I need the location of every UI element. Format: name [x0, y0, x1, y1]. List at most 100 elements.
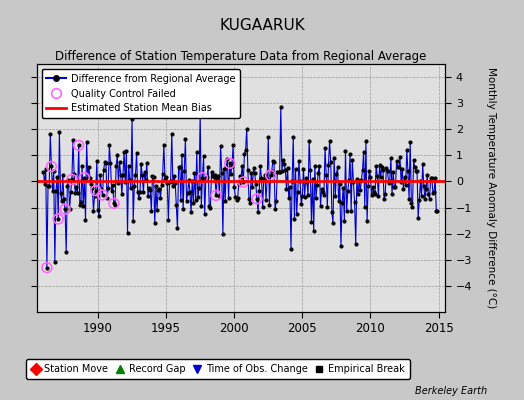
Point — [94, 207, 102, 213]
Point — [153, 206, 161, 213]
Point — [276, 169, 284, 176]
Point — [252, 180, 260, 187]
Point — [384, 168, 392, 174]
Point — [351, 199, 359, 205]
Point — [211, 172, 219, 178]
Point — [321, 145, 329, 151]
Point — [283, 164, 292, 171]
Point — [388, 191, 396, 198]
Point — [118, 191, 126, 198]
Point — [255, 188, 264, 194]
Point — [141, 177, 150, 183]
Point — [204, 164, 212, 170]
Point — [263, 176, 271, 182]
Point — [280, 160, 288, 167]
Point — [196, 110, 204, 117]
Point — [373, 172, 381, 179]
Point — [125, 162, 133, 169]
Point — [110, 200, 118, 207]
Point — [130, 183, 138, 189]
Point — [155, 186, 163, 192]
Point — [344, 188, 352, 194]
Point — [407, 199, 416, 206]
Point — [107, 188, 116, 194]
Point — [219, 230, 227, 237]
Point — [330, 154, 339, 161]
Point — [183, 190, 192, 196]
Text: KUGAARUK: KUGAARUK — [219, 18, 305, 33]
Point — [64, 177, 73, 184]
Point — [392, 158, 401, 164]
Y-axis label: Monthly Temperature Anomaly Difference (°C): Monthly Temperature Anomaly Difference (… — [486, 67, 496, 309]
Point — [152, 183, 160, 190]
Point — [97, 186, 106, 192]
Point — [275, 169, 283, 176]
Point — [374, 193, 383, 200]
Point — [115, 159, 124, 165]
Point — [114, 180, 123, 186]
Point — [138, 172, 147, 179]
Point — [324, 161, 333, 168]
Point — [86, 175, 94, 182]
Point — [409, 157, 418, 164]
Point — [262, 196, 270, 203]
Point — [133, 150, 141, 156]
Point — [253, 196, 261, 202]
Point — [375, 162, 384, 168]
Point — [206, 205, 215, 211]
Point — [278, 168, 286, 174]
Point — [302, 175, 310, 182]
Point — [379, 167, 387, 174]
Point — [367, 192, 376, 198]
Point — [210, 174, 218, 180]
Point — [419, 161, 427, 167]
Point — [220, 166, 228, 172]
Point — [345, 177, 353, 183]
Point — [105, 142, 114, 148]
Point — [356, 187, 365, 194]
Point — [77, 199, 85, 206]
Point — [57, 189, 65, 196]
Point — [389, 169, 397, 175]
Point — [119, 172, 127, 178]
Point — [415, 197, 423, 204]
Point — [357, 177, 366, 184]
Point — [359, 148, 368, 155]
Point — [282, 185, 291, 192]
Point — [416, 178, 424, 185]
Point — [405, 196, 413, 202]
Point — [343, 208, 351, 214]
Point — [266, 172, 275, 178]
Point — [208, 169, 216, 175]
Point — [355, 178, 363, 184]
Point — [179, 206, 188, 213]
Point — [177, 197, 185, 203]
Point — [144, 192, 152, 199]
Point — [353, 176, 361, 182]
Point — [87, 181, 95, 187]
Point — [297, 200, 305, 207]
Point — [47, 163, 56, 170]
Point — [231, 194, 239, 200]
Point — [246, 200, 254, 206]
Point — [58, 198, 66, 204]
Point — [242, 147, 250, 153]
Point — [110, 200, 118, 207]
Point — [307, 219, 315, 225]
Point — [310, 228, 318, 234]
Point — [191, 197, 200, 203]
Point — [136, 188, 144, 195]
Point — [396, 154, 404, 160]
Point — [173, 225, 182, 232]
Point — [47, 163, 56, 170]
Point — [229, 142, 237, 148]
Point — [190, 170, 199, 176]
Point — [143, 160, 151, 166]
Point — [427, 175, 435, 181]
Point — [181, 136, 190, 142]
Point — [430, 189, 438, 195]
Point — [270, 158, 278, 165]
Point — [394, 164, 402, 170]
Point — [95, 213, 103, 220]
Point — [348, 157, 356, 163]
